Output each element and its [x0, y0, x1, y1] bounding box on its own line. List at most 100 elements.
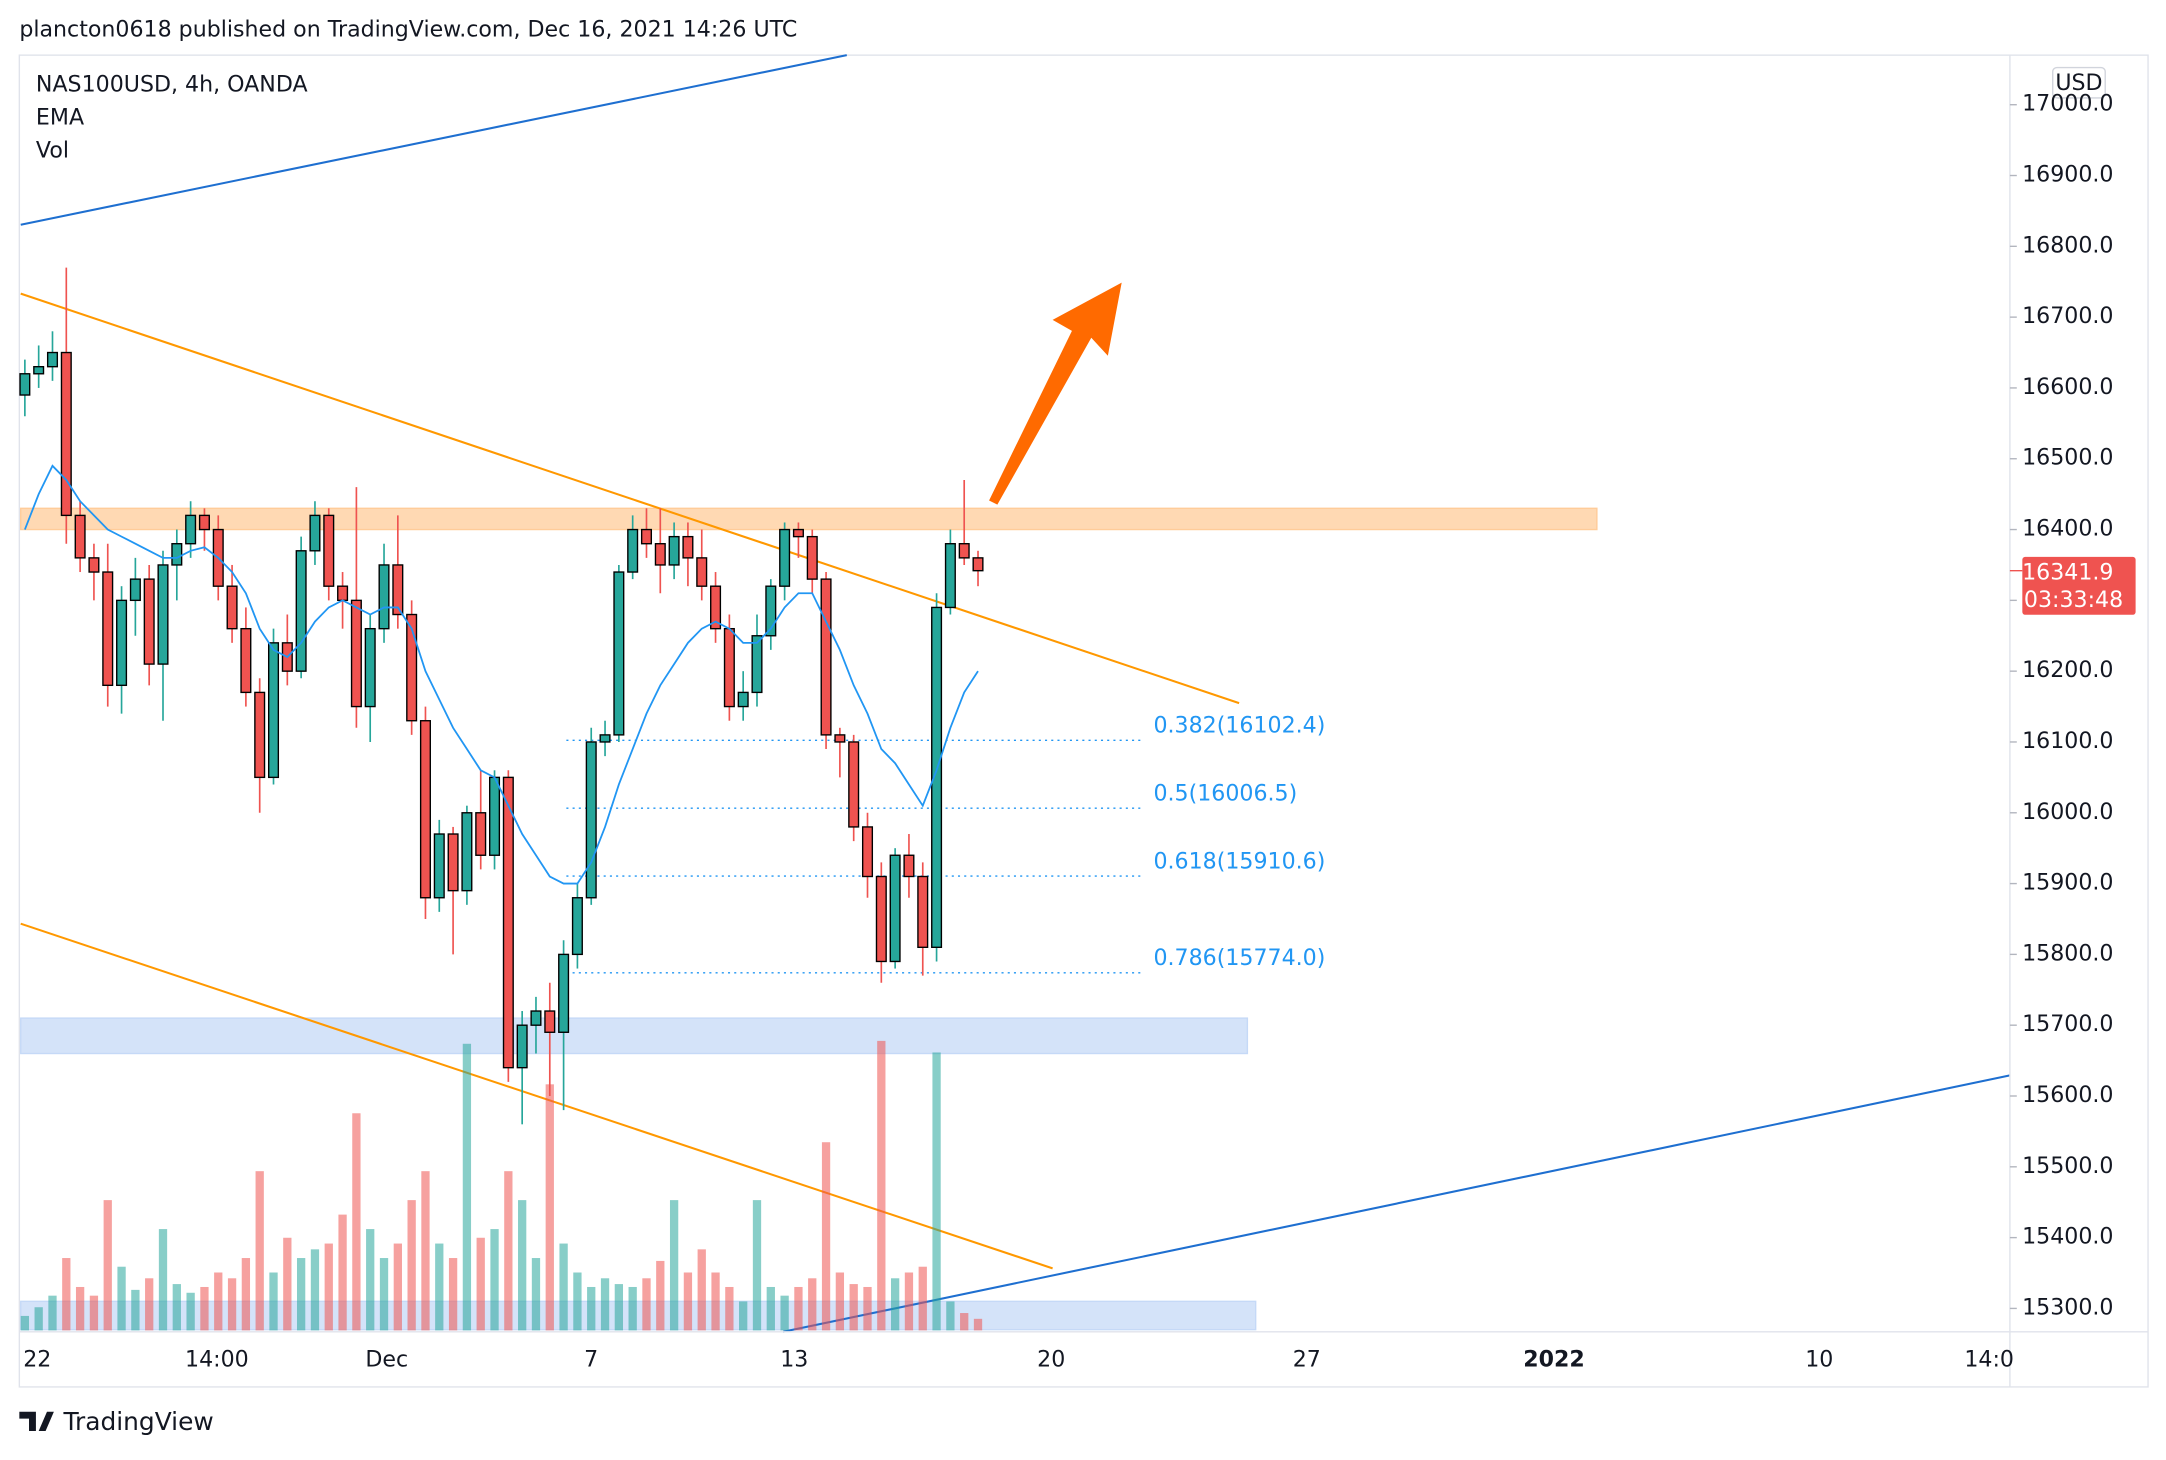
- x-tick-label: 13: [780, 1348, 808, 1373]
- y-tick-label: 16500.0: [2022, 446, 2113, 471]
- y-tick-label: 17000.0: [2022, 92, 2113, 117]
- volume-bar: [890, 1278, 900, 1331]
- volume-bar: [75, 1286, 85, 1331]
- candle-body: [889, 854, 901, 963]
- candle-body: [779, 528, 791, 587]
- candle-body: [447, 833, 459, 892]
- candle-body: [461, 812, 473, 892]
- volume-bar: [352, 1113, 361, 1331]
- candle-body: [668, 535, 680, 566]
- legend-indicator: Vol: [36, 139, 69, 164]
- candle-body: [74, 514, 86, 559]
- volume-bar: [973, 1318, 983, 1331]
- candle-body: [267, 642, 280, 779]
- volume-bar: [227, 1278, 237, 1331]
- volume-bar: [669, 1200, 679, 1331]
- candle-body: [917, 875, 929, 948]
- volume-bar: [131, 1289, 140, 1331]
- candle-body: [585, 741, 597, 899]
- y-tick-label: 16400.0: [2022, 517, 2113, 542]
- volume-bar: [614, 1284, 624, 1331]
- y-tick-label: 16200.0: [2022, 658, 2113, 683]
- candle-body: [958, 543, 970, 559]
- candle-body: [530, 1010, 542, 1026]
- candle-body: [931, 606, 943, 948]
- volume-bar: [932, 1052, 941, 1331]
- fib-label: 0.382(16102.4): [1153, 713, 1325, 738]
- candle-body: [433, 833, 445, 899]
- volume-bar: [324, 1243, 333, 1331]
- volume-bar: [62, 1258, 71, 1331]
- volume-bar: [960, 1313, 969, 1331]
- volume-bar: [835, 1272, 845, 1331]
- x-tick-label: Dec: [365, 1348, 408, 1373]
- x-tick-label: 10: [1805, 1348, 1833, 1373]
- y-tick-label: 16000.0: [2022, 800, 2113, 825]
- arrow: [989, 282, 1122, 505]
- x-tick-label: 20: [1037, 1348, 1065, 1373]
- candle-body: [571, 897, 583, 956]
- volume-bar: [172, 1284, 181, 1331]
- last-price: 16341.9: [2022, 560, 2113, 585]
- candle-body: [171, 543, 183, 566]
- candle-body: [599, 734, 611, 743]
- last-price-box: [2022, 556, 2136, 615]
- volume-bar: [269, 1272, 278, 1331]
- volume-bar: [739, 1301, 748, 1331]
- volume-bar: [186, 1292, 195, 1331]
- candle-body: [364, 627, 376, 708]
- volume-bar: [559, 1243, 568, 1331]
- x-tick-label: 7: [584, 1348, 598, 1373]
- candle-body: [903, 854, 915, 878]
- volume-bar: [780, 1295, 789, 1331]
- frame: [18, 54, 2149, 1388]
- candle-body: [848, 741, 860, 828]
- y-tick-label: 16700.0: [2022, 304, 2113, 329]
- volume-bar: [794, 1286, 803, 1331]
- candle-body: [723, 627, 735, 708]
- candle-body: [820, 578, 832, 736]
- candle-body: [185, 514, 197, 545]
- ema-line: [24, 464, 979, 885]
- trend-line: [783, 1074, 2011, 1333]
- volume-bar: [158, 1229, 168, 1331]
- candle-body: [682, 535, 694, 559]
- x-tick-label: 22: [23, 1348, 51, 1373]
- volume-bar: [766, 1286, 775, 1331]
- currency: USD: [2055, 71, 2102, 96]
- candle-body: [129, 578, 141, 602]
- volume-bar: [683, 1272, 693, 1331]
- candle-body: [502, 776, 514, 1069]
- candle-body: [157, 564, 169, 665]
- candle-body: [654, 543, 666, 566]
- zone: [20, 507, 1598, 531]
- volume-bar: [20, 1315, 30, 1331]
- candle-body: [19, 373, 31, 396]
- candle-body: [613, 571, 625, 736]
- x-tick-label: 27: [1293, 1348, 1321, 1373]
- candle-body: [350, 599, 362, 708]
- candle-body: [710, 585, 722, 630]
- candle-body: [198, 514, 210, 531]
- candle-body: [544, 1010, 556, 1033]
- x-tick-label: 2022: [1523, 1348, 1585, 1373]
- volume-bar: [117, 1266, 126, 1331]
- candle-body: [337, 585, 349, 602]
- volume-bar: [103, 1200, 112, 1331]
- volume-bar: [545, 1084, 554, 1331]
- volume-bar: [918, 1266, 927, 1331]
- y-tick-label: 15500.0: [2022, 1154, 2113, 1179]
- candle-body: [558, 953, 570, 1033]
- footer: TradingView: [63, 1407, 214, 1436]
- y-tick-label: 15700.0: [2022, 1012, 2113, 1037]
- y-tick-label: 15600.0: [2022, 1083, 2113, 1108]
- zone: [20, 1017, 1249, 1055]
- volume-bar: [462, 1043, 472, 1331]
- channel-line: [20, 922, 1053, 1270]
- volume-bar: [145, 1278, 154, 1331]
- candle-body: [406, 613, 418, 722]
- volume-bar: [849, 1284, 858, 1331]
- volume-bar: [48, 1295, 57, 1331]
- fib-label: 0.786(15774.0): [1153, 946, 1325, 971]
